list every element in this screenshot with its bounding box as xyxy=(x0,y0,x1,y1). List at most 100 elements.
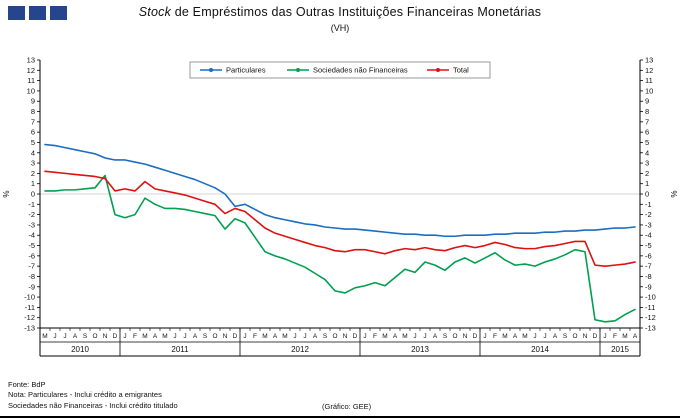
svg-text:2011: 2011 xyxy=(171,345,189,354)
svg-text:0: 0 xyxy=(645,190,649,199)
svg-text:O: O xyxy=(212,333,217,340)
svg-text:J: J xyxy=(293,333,296,340)
svg-text:-2: -2 xyxy=(645,210,652,219)
svg-text:A: A xyxy=(633,333,638,340)
svg-text:J: J xyxy=(533,333,536,340)
svg-text:2010: 2010 xyxy=(71,345,89,354)
svg-text:J: J xyxy=(123,333,126,340)
svg-text:F: F xyxy=(613,333,617,340)
page-title-italic: Stock xyxy=(138,5,172,19)
svg-text:-2: -2 xyxy=(28,210,35,219)
svg-text:5: 5 xyxy=(31,138,35,147)
svg-text:M: M xyxy=(382,333,387,340)
svg-text:-10: -10 xyxy=(24,293,35,302)
svg-text:-1: -1 xyxy=(28,200,35,209)
svg-text:9: 9 xyxy=(31,97,35,106)
svg-text:A: A xyxy=(393,333,398,340)
svg-text:2: 2 xyxy=(645,169,649,178)
svg-text:4: 4 xyxy=(31,148,35,157)
svg-text:O: O xyxy=(92,333,97,340)
svg-text:8: 8 xyxy=(645,107,649,116)
svg-text:-3: -3 xyxy=(28,220,35,229)
svg-text:12: 12 xyxy=(645,66,653,75)
svg-text:A: A xyxy=(513,333,518,340)
svg-text:M: M xyxy=(162,333,167,340)
logo-square xyxy=(29,6,46,20)
svg-text:D: D xyxy=(233,333,238,340)
svg-text:2012: 2012 xyxy=(291,345,309,354)
svg-text:J: J xyxy=(53,333,56,340)
svg-text:O: O xyxy=(452,333,457,340)
svg-text:6: 6 xyxy=(645,128,649,137)
page-subtitle: (VH) xyxy=(330,23,350,33)
svg-text:-12: -12 xyxy=(24,313,35,322)
svg-text:N: N xyxy=(463,333,468,340)
line-chart-svg: -13 -13-12 -12-11 -11-10 -10-9 -9-8 -8-7 -7-6 -6… xyxy=(2,56,678,357)
svg-text:5: 5 xyxy=(645,138,649,147)
svg-text:12: 12 xyxy=(27,66,35,75)
svg-text:-13: -13 xyxy=(24,324,35,333)
svg-text:N: N xyxy=(103,333,108,340)
svg-text:10: 10 xyxy=(645,86,653,95)
svg-text:%: % xyxy=(2,190,11,197)
note-line-2: Sociedades não Financeiras - Inclui créd… xyxy=(8,400,178,410)
svg-text:6: 6 xyxy=(31,128,35,137)
svg-text:A: A xyxy=(193,333,198,340)
svg-text:A: A xyxy=(433,333,438,340)
svg-text:M: M xyxy=(262,333,267,340)
svg-text:-13: -13 xyxy=(645,324,656,333)
svg-text:2: 2 xyxy=(31,169,35,178)
svg-text:A: A xyxy=(153,333,158,340)
svg-text:7: 7 xyxy=(645,117,649,126)
svg-text:J: J xyxy=(363,333,366,340)
svg-text:-4: -4 xyxy=(645,231,652,240)
svg-text:-11: -11 xyxy=(645,303,655,312)
svg-text:D: D xyxy=(353,333,358,340)
svg-text:M: M xyxy=(502,333,507,340)
svg-text:D: D xyxy=(593,333,598,340)
svg-text:2014: 2014 xyxy=(531,345,549,354)
svg-text:-8: -8 xyxy=(28,272,35,281)
svg-text:-1: -1 xyxy=(645,200,652,209)
svg-text:10: 10 xyxy=(27,86,35,95)
svg-text:A: A xyxy=(553,333,558,340)
logo-square xyxy=(8,6,25,20)
svg-text:-6: -6 xyxy=(645,251,652,260)
svg-text:J: J xyxy=(543,333,546,340)
note-line-1: Nota: Particulares - Inclui crédito a em… xyxy=(8,390,162,399)
svg-text:9: 9 xyxy=(645,97,649,106)
svg-text:1: 1 xyxy=(31,179,35,188)
svg-text:-5: -5 xyxy=(645,241,652,250)
logo-squares xyxy=(8,6,67,20)
svg-text:-7: -7 xyxy=(645,262,652,271)
svg-text:%: % xyxy=(669,190,678,197)
svg-text:F: F xyxy=(373,333,377,340)
source-note: Fonte: BdP xyxy=(8,379,46,389)
svg-text:M: M xyxy=(142,333,147,340)
svg-text:-4: -4 xyxy=(28,231,35,240)
svg-text:-11: -11 xyxy=(25,303,35,312)
svg-text:F: F xyxy=(493,333,497,340)
svg-text:A: A xyxy=(73,333,78,340)
svg-text:J: J xyxy=(63,333,66,340)
svg-text:-5: -5 xyxy=(28,241,35,250)
svg-text:-12: -12 xyxy=(645,313,656,322)
logo-square xyxy=(50,6,67,20)
svg-text:M: M xyxy=(282,333,287,340)
svg-text:D: D xyxy=(113,333,118,340)
svg-text:M: M xyxy=(42,333,47,340)
svg-text:J: J xyxy=(603,333,606,340)
svg-text:J: J xyxy=(303,333,306,340)
footer-notes: Fonte: BdP Nota: Particulares - Inclui c… xyxy=(8,380,178,412)
svg-text:Total: Total xyxy=(453,66,469,75)
svg-text:11: 11 xyxy=(27,76,35,85)
svg-text:O: O xyxy=(572,333,577,340)
svg-text:O: O xyxy=(332,333,337,340)
credit-note: (Gráfico: GEE) xyxy=(322,402,372,411)
svg-text:-9: -9 xyxy=(645,282,652,291)
svg-text:Particulares: Particulares xyxy=(226,66,266,75)
svg-text:J: J xyxy=(413,333,416,340)
svg-text:-6: -6 xyxy=(28,251,35,260)
svg-text:4: 4 xyxy=(645,148,649,157)
